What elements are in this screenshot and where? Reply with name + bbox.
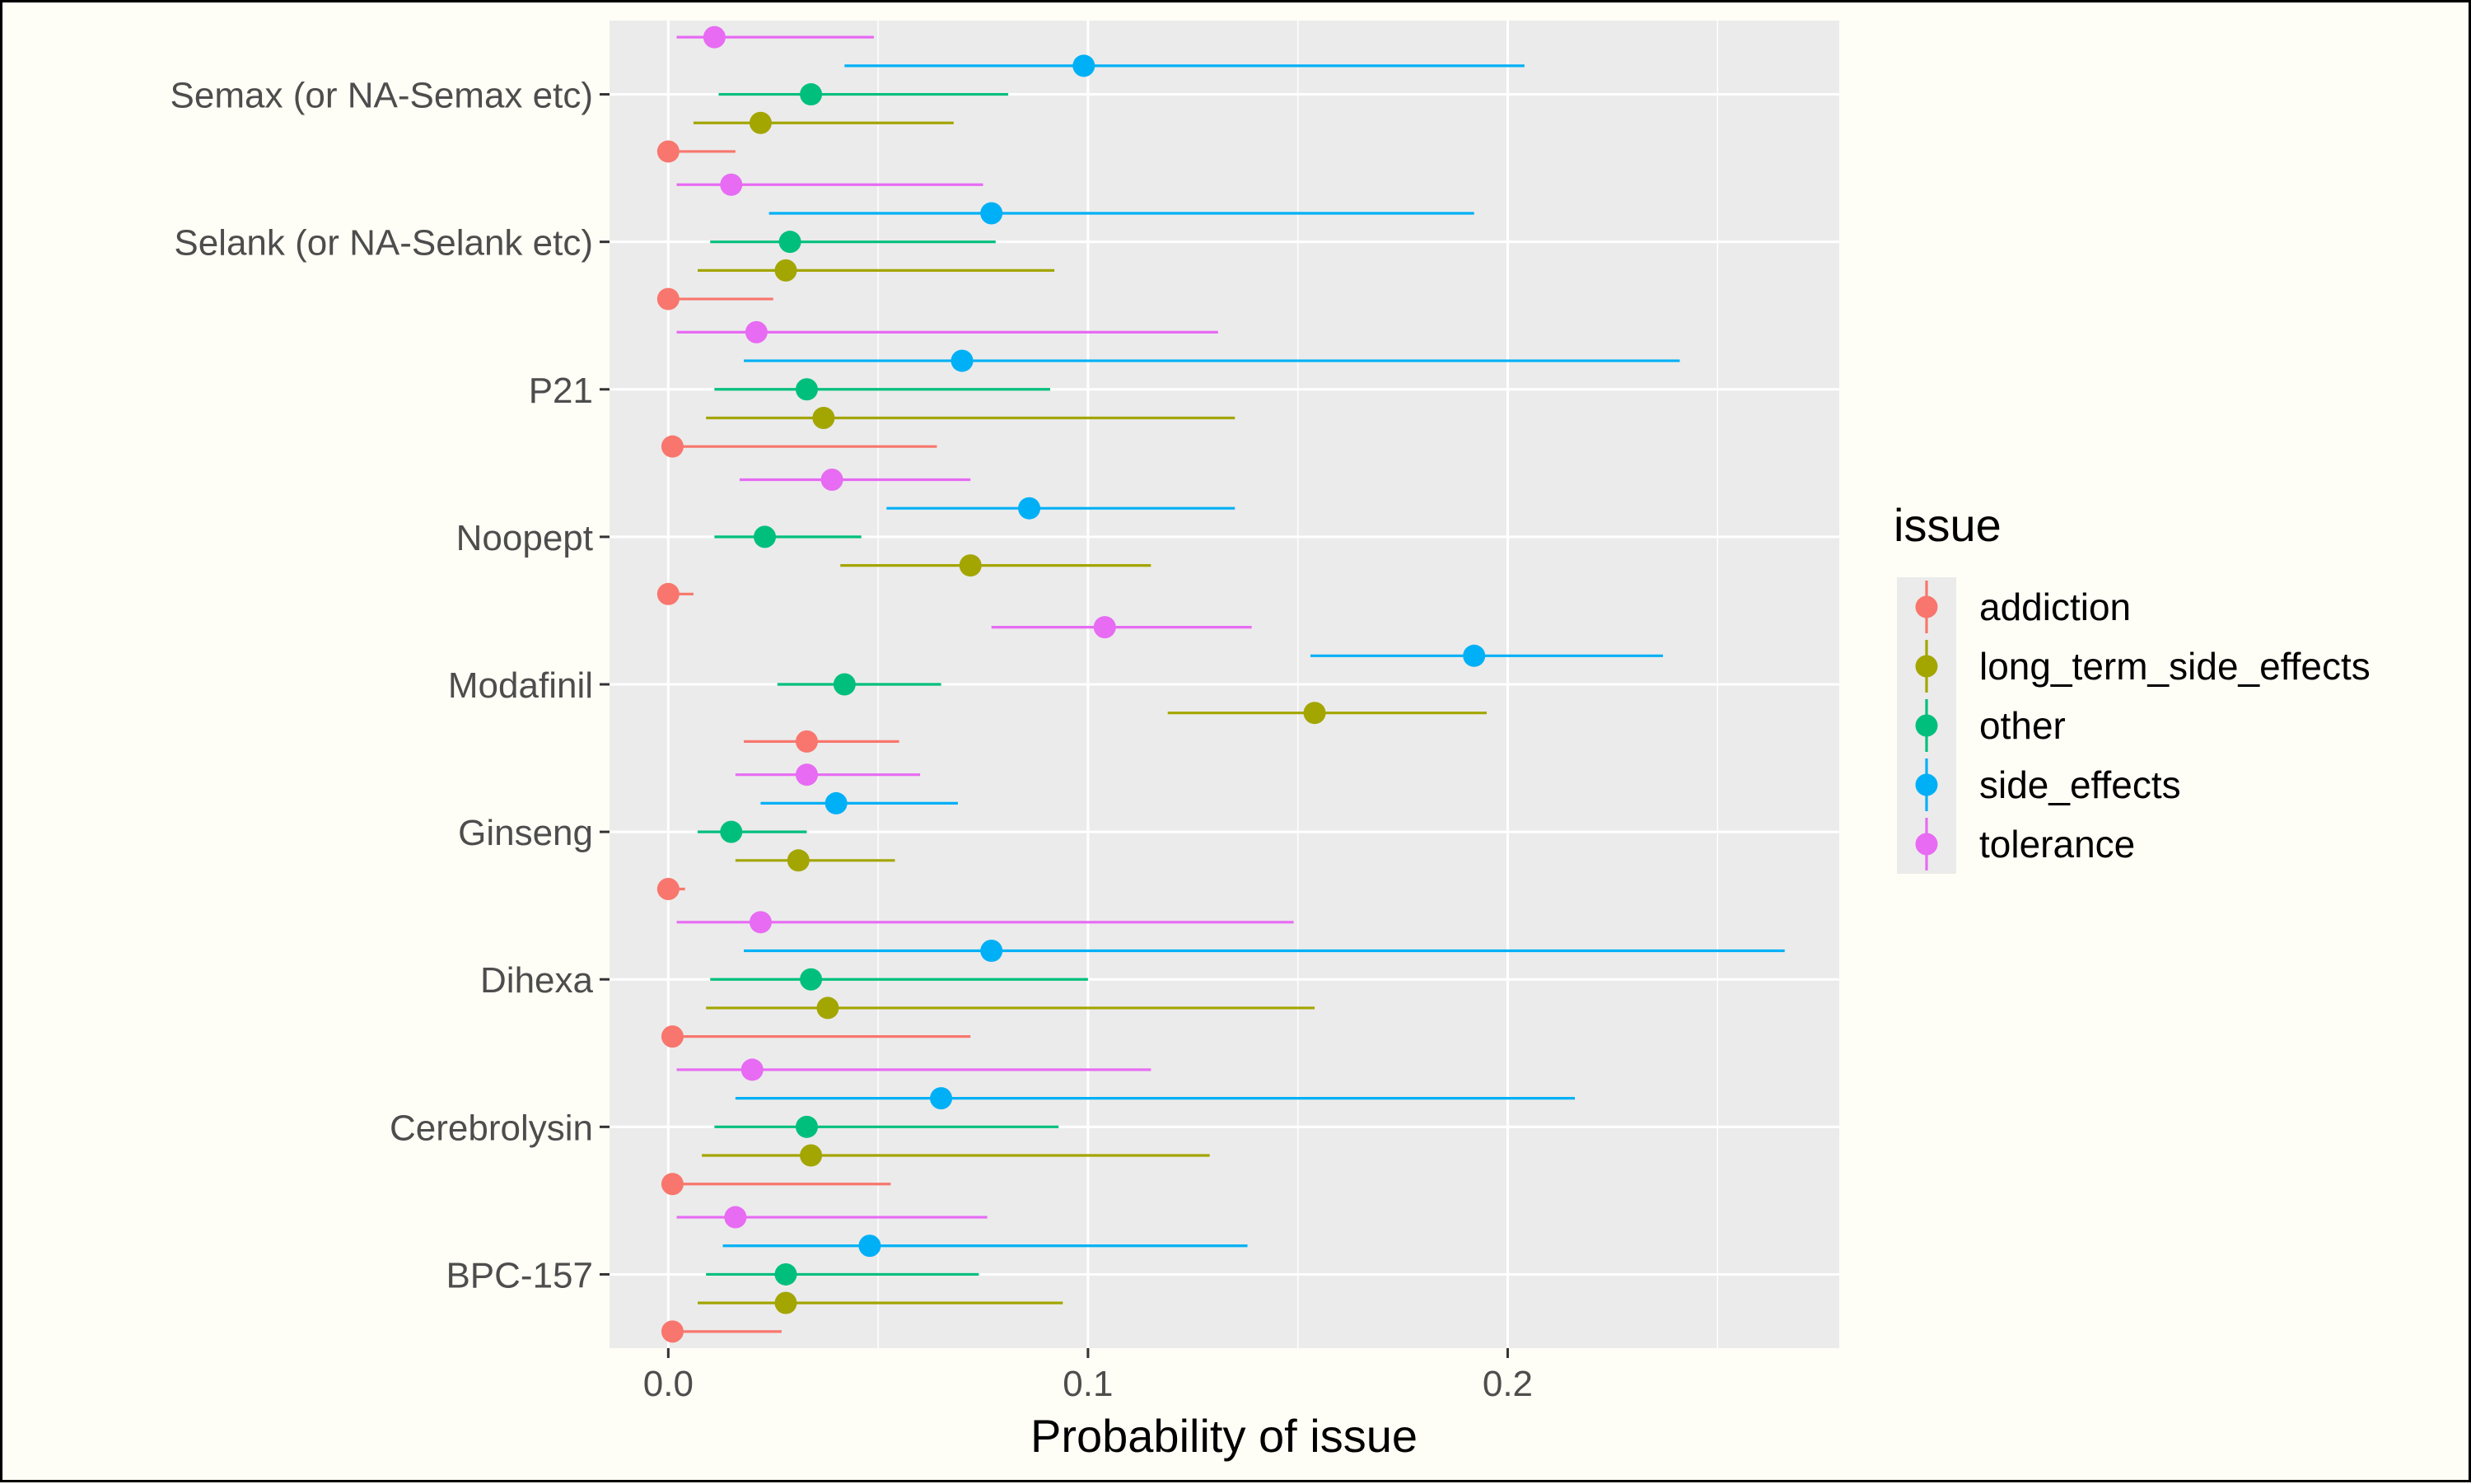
y-tick-label: Cerebrolysin <box>390 1108 593 1148</box>
data-point <box>656 140 680 163</box>
legend-label: addiction <box>1979 586 2131 628</box>
data-point <box>749 911 772 934</box>
legend-label: tolerance <box>1979 823 2135 866</box>
y-tick-label: Dihexa <box>480 960 593 1001</box>
data-point <box>656 287 680 310</box>
legend-key-point <box>1915 655 1938 678</box>
data-point <box>795 1115 818 1138</box>
data-point <box>754 525 777 548</box>
legend-key-point <box>1915 595 1938 618</box>
x-tick-label: 0.2 <box>1483 1364 1533 1404</box>
data-point <box>774 259 797 282</box>
x-axis: 0.0 0.1 0.2 <box>643 1348 1533 1404</box>
data-point <box>745 320 768 343</box>
data-point <box>656 582 680 605</box>
y-tick-label: Noopept <box>456 518 593 558</box>
y-tick-label: Ginseng <box>458 813 593 853</box>
x-tick-label: 0.0 <box>643 1364 694 1404</box>
series-long_term_side_effects <box>693 111 1487 1314</box>
data-point <box>1072 54 1095 77</box>
series-other <box>698 83 1088 1286</box>
data-point <box>720 820 743 843</box>
data-point <box>774 1291 797 1314</box>
data-point <box>774 1262 797 1286</box>
data-point <box>720 173 743 196</box>
y-tick-label: P21 <box>529 371 593 411</box>
y-tick-label: Selank (or NA-Selank etc) <box>174 223 593 264</box>
data-point <box>858 1234 881 1258</box>
series-tolerance <box>676 26 1294 1229</box>
y-tick-label: BPC-157 <box>446 1255 593 1295</box>
legend-key-point <box>1915 833 1938 856</box>
legend-label: other <box>1979 704 2066 747</box>
data-point <box>661 435 684 458</box>
data-point <box>724 1206 747 1229</box>
legend-key-point <box>1915 714 1938 737</box>
data-point <box>800 1144 823 1167</box>
data-point <box>656 878 680 901</box>
data-point <box>800 83 823 106</box>
y-tick-label: Modafinil <box>448 665 593 706</box>
data-point <box>1018 497 1041 520</box>
data-point <box>820 468 843 491</box>
data-point <box>833 673 856 696</box>
legend-background <box>1862 482 2469 898</box>
data-point <box>930 1087 953 1110</box>
data-point <box>1463 644 1486 667</box>
data-point <box>661 1025 684 1048</box>
legend-label: side_effects <box>1979 763 2181 806</box>
data-point <box>749 111 772 134</box>
data-point <box>816 996 839 1020</box>
y-tick-label: Semax (or NA-Semax etc) <box>170 76 593 116</box>
data-point <box>812 406 835 429</box>
data-point <box>1093 616 1116 639</box>
legend: issue addiction long_term_side_effectsoth… <box>1862 482 2469 898</box>
data-point <box>703 26 726 49</box>
legend-label: long_term_side_effects <box>1979 645 2371 688</box>
series-side_effects <box>722 54 1785 1258</box>
data-point <box>795 763 818 786</box>
data-point <box>980 940 1003 963</box>
x-tick-label: 0.1 <box>1063 1364 1113 1404</box>
data-point <box>778 231 801 254</box>
data-point <box>980 202 1003 225</box>
data-marks <box>656 26 1785 1343</box>
data-point <box>1303 702 1326 725</box>
data-point <box>800 968 823 991</box>
data-point <box>951 349 974 372</box>
data-point <box>661 1320 684 1343</box>
y-axis: Semax (or NA-Semax etc) Selank (or NA-Sel… <box>170 76 610 1295</box>
data-point <box>795 378 818 401</box>
x-axis-title: Probability of issue <box>1030 1410 1418 1462</box>
legend-key-point <box>1915 773 1938 796</box>
series-addiction <box>656 140 971 1343</box>
data-point <box>795 730 818 753</box>
data-point <box>740 1058 764 1081</box>
data-point <box>787 849 810 872</box>
data-point <box>661 1173 684 1196</box>
data-point <box>824 791 848 814</box>
legend-title: issue <box>1894 499 2002 551</box>
data-point <box>959 554 982 577</box>
